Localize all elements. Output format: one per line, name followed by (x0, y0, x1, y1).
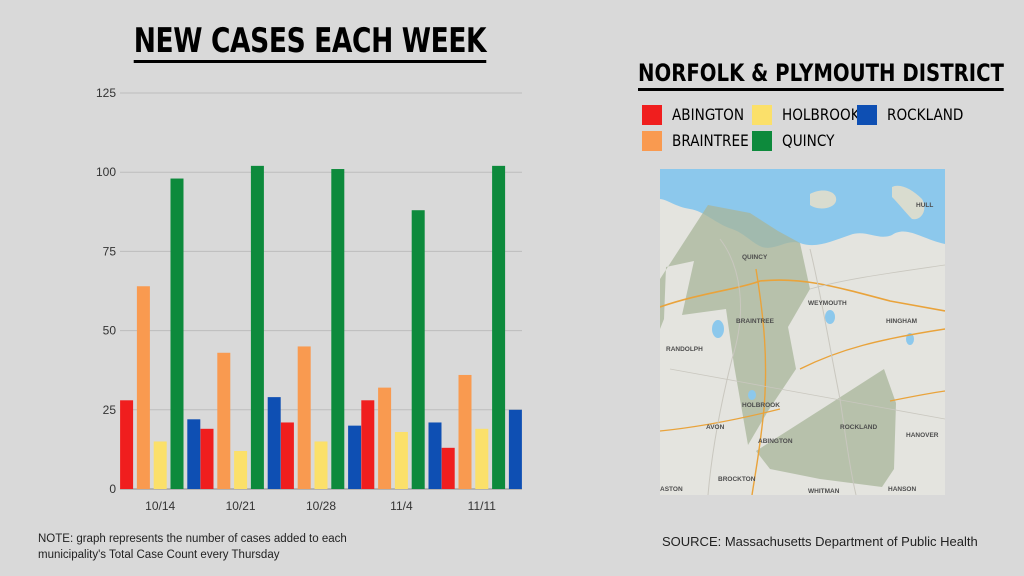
y-tick-label: 125 (96, 86, 116, 100)
district-shading-south (756, 369, 896, 487)
legend-swatch-quincy (752, 131, 772, 151)
bar-braintree-10-21 (217, 352, 231, 489)
bar-quincy-11-11 (492, 165, 506, 489)
y-tick-label: 100 (96, 165, 116, 179)
y-tick-label: 0 (109, 482, 116, 496)
district-map: QUINCY WEYMOUTH BRAINTREE HINGHAM RANDOL… (660, 169, 945, 495)
bar-braintree-11-11 (458, 374, 472, 489)
map-label-hanover: HANOVER (906, 432, 939, 439)
legend-label-quincy: QUINCY (782, 131, 835, 150)
map-label-rockland: ROCKLAND (840, 424, 877, 431)
bar-holbrook-11-11 (475, 428, 489, 489)
chart-title: NEW CASES EACH WEEK (0, 22, 620, 63)
footnote: NOTE: graph represents the number of cas… (38, 533, 347, 561)
x-tick-label: 10/14 (145, 499, 175, 513)
y-tick-label: 25 (103, 403, 117, 417)
map-label-aston: ASTON (660, 486, 683, 493)
map-label-weymouth: WEYMOUTH (808, 300, 847, 307)
chart-title-text: NEW CASES EACH WEEK (133, 21, 487, 63)
bar-holbrook-10-14 (153, 441, 167, 489)
district-title: NORFOLK & PLYMOUTH DISTRICT (638, 58, 1004, 91)
legend-swatch-braintree (642, 131, 662, 151)
bar-rockland-10-14 (187, 419, 201, 489)
bar-abington-10-21 (200, 428, 214, 489)
bar-holbrook-11-4 (394, 431, 408, 489)
map-label-avon: AVON (706, 424, 725, 431)
map-label-hull: HULL (916, 202, 933, 209)
y-tick-label: 50 (103, 324, 117, 338)
x-tick-label: 10/28 (306, 499, 336, 513)
bar-chart: 0 25 50 75 100 125 10/14 10/21 10/28 11/4 11/11 (96, 86, 522, 513)
bar-braintree-11-4 (378, 387, 392, 489)
bar-quincy-11-4 (411, 210, 425, 489)
bar-rockland-10-21 (267, 397, 281, 489)
bar-abington-11-11 (441, 447, 455, 489)
bar-abington-10-14 (120, 400, 134, 489)
legend-label-abington: ABINGTON (672, 105, 745, 124)
map-label-hingham: HINGHAM (886, 318, 917, 325)
harbor-island (810, 190, 837, 209)
bar-holbrook-10-28 (314, 441, 328, 489)
x-tick-label: 11/11 (468, 499, 497, 513)
legend-label-braintree: BRAINTREE (672, 131, 749, 150)
bar-quincy-10-21 (250, 165, 264, 489)
y-tick-label: 75 (103, 244, 117, 258)
bar-rockland-11-11 (508, 409, 522, 489)
x-tick-label: 10/21 (226, 499, 256, 513)
legend-swatch-holbrook (752, 105, 772, 125)
legend-label-holbrook: HOLBROOK (782, 105, 860, 124)
district-shading-north (660, 205, 810, 445)
map-label-quincy: QUINCY (742, 254, 768, 261)
map-label-whitman: WHITMAN (808, 488, 840, 495)
bar-holbrook-10-21 (234, 450, 248, 489)
bar-abington-11-4 (361, 400, 375, 489)
legend-swatch-abington (642, 105, 662, 125)
map-label-brockton: BROCKTON (718, 476, 756, 483)
hull-peninsula (892, 185, 925, 220)
x-tick-label: 11/4 (390, 499, 413, 513)
bar-quincy-10-14 (170, 178, 184, 489)
map-label-randolph: RANDOLPH (666, 346, 703, 353)
district-map-image: QUINCY WEYMOUTH BRAINTREE HINGHAM RANDOL… (660, 169, 945, 495)
map-label-braintree: BRAINTREE (736, 318, 775, 325)
bar-rockland-11-4 (428, 422, 442, 489)
map-label-holbrook: HOLBROOK (742, 402, 780, 409)
map-label-hanson: HANSON (888, 486, 916, 493)
bar-abington-10-28 (280, 422, 294, 489)
bar-braintree-10-28 (297, 346, 311, 489)
bar-quincy-10-28 (331, 169, 345, 490)
legend-swatch-rockland (857, 105, 877, 125)
bar-rockland-10-28 (348, 425, 362, 489)
legend-label-rockland: ROCKLAND (887, 105, 964, 124)
source-credit: SOURCE: Massachusetts Department of Publ… (662, 534, 978, 549)
bar-braintree-10-14 (136, 286, 150, 489)
map-label-abington: ABINGTON (758, 438, 793, 445)
